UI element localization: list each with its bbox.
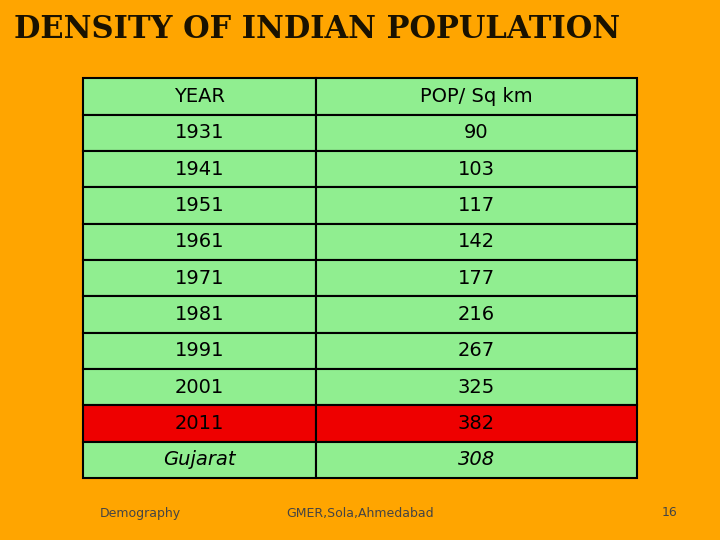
Bar — [315, 260, 637, 296]
Bar — [83, 224, 315, 260]
Bar — [315, 405, 637, 442]
Text: 1941: 1941 — [174, 160, 224, 179]
Bar — [83, 333, 315, 369]
Bar — [315, 369, 637, 405]
Text: 1971: 1971 — [174, 268, 224, 288]
Bar — [315, 114, 637, 151]
Bar — [83, 442, 315, 478]
Bar — [315, 151, 637, 187]
Text: 1931: 1931 — [174, 123, 224, 143]
Text: Demography: Demography — [100, 507, 181, 519]
Bar — [83, 369, 315, 405]
Bar — [83, 187, 315, 224]
Bar — [83, 296, 315, 333]
Bar — [315, 224, 637, 260]
Text: 142: 142 — [458, 232, 495, 251]
Bar — [315, 296, 637, 333]
Bar — [315, 333, 637, 369]
Bar — [315, 442, 637, 478]
Text: 1981: 1981 — [174, 305, 224, 324]
Text: 325: 325 — [458, 377, 495, 396]
Text: 382: 382 — [458, 414, 495, 433]
Bar — [83, 405, 315, 442]
Text: 1961: 1961 — [174, 232, 224, 251]
Text: POP/ Sq km: POP/ Sq km — [420, 87, 533, 106]
Bar — [315, 187, 637, 224]
Text: 308: 308 — [458, 450, 495, 469]
Text: GMER,Sola,Ahmedabad: GMER,Sola,Ahmedabad — [286, 507, 434, 519]
Text: Gujarat: Gujarat — [163, 450, 235, 469]
Text: 1991: 1991 — [174, 341, 224, 360]
Text: 177: 177 — [458, 268, 495, 288]
Text: YEAR: YEAR — [174, 87, 225, 106]
Bar — [83, 260, 315, 296]
Text: 216: 216 — [458, 305, 495, 324]
Text: 1951: 1951 — [174, 196, 224, 215]
Bar — [83, 114, 315, 151]
Text: DENSITY OF INDIAN POPULATION: DENSITY OF INDIAN POPULATION — [14, 14, 621, 45]
Text: 90: 90 — [464, 123, 489, 143]
Bar — [83, 78, 315, 114]
Text: 117: 117 — [458, 196, 495, 215]
Text: 103: 103 — [458, 160, 495, 179]
Text: 2001: 2001 — [174, 377, 224, 396]
Bar — [315, 78, 637, 114]
Bar — [83, 151, 315, 187]
Text: 2011: 2011 — [174, 414, 224, 433]
Text: 267: 267 — [458, 341, 495, 360]
Text: 16: 16 — [662, 507, 678, 519]
